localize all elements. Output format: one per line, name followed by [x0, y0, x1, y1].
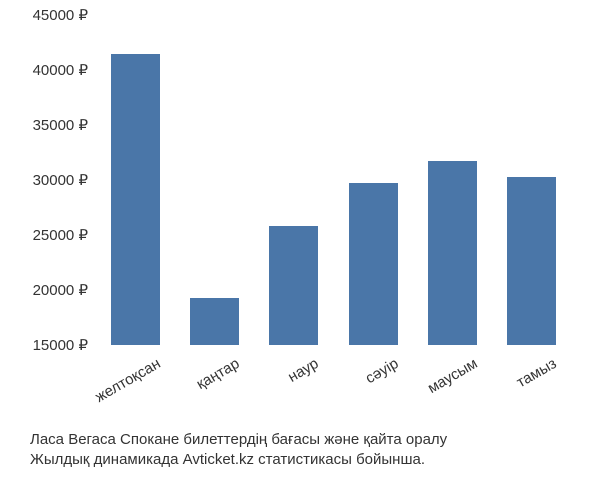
- caption-line: Жылдық динамикада Avticket.kz статистика…: [30, 450, 447, 470]
- price-chart: 15000 ₽ 20000 ₽ 25000 ₽ 30000 ₽ 35000 ₽ 40000…: [0, 0, 600, 500]
- y-tick-label: 20000 ₽: [33, 281, 96, 299]
- caption-line: Ласа Вегаса Спокане билеттердің бағасы ж…: [30, 430, 447, 450]
- bar: [111, 54, 160, 346]
- bar: [269, 226, 318, 345]
- y-tick-label: 40000 ₽: [33, 61, 96, 79]
- y-tick-label: 35000 ₽: [33, 116, 96, 134]
- chart-caption: Ласа Вегаса Спокане билеттердің бағасы ж…: [30, 430, 447, 471]
- y-tick-label: 15000 ₽: [33, 336, 96, 354]
- y-tick-label: 25000 ₽: [33, 226, 96, 244]
- plot-area: 15000 ₽20000 ₽25000 ₽30000 ₽35000 ₽40000…: [95, 15, 571, 346]
- bar: [428, 161, 477, 345]
- y-tick-label: 45000 ₽: [33, 6, 96, 24]
- bars-layer: [96, 15, 571, 345]
- bar: [349, 183, 398, 345]
- bar: [507, 177, 556, 345]
- y-tick-label: 30000 ₽: [33, 171, 96, 189]
